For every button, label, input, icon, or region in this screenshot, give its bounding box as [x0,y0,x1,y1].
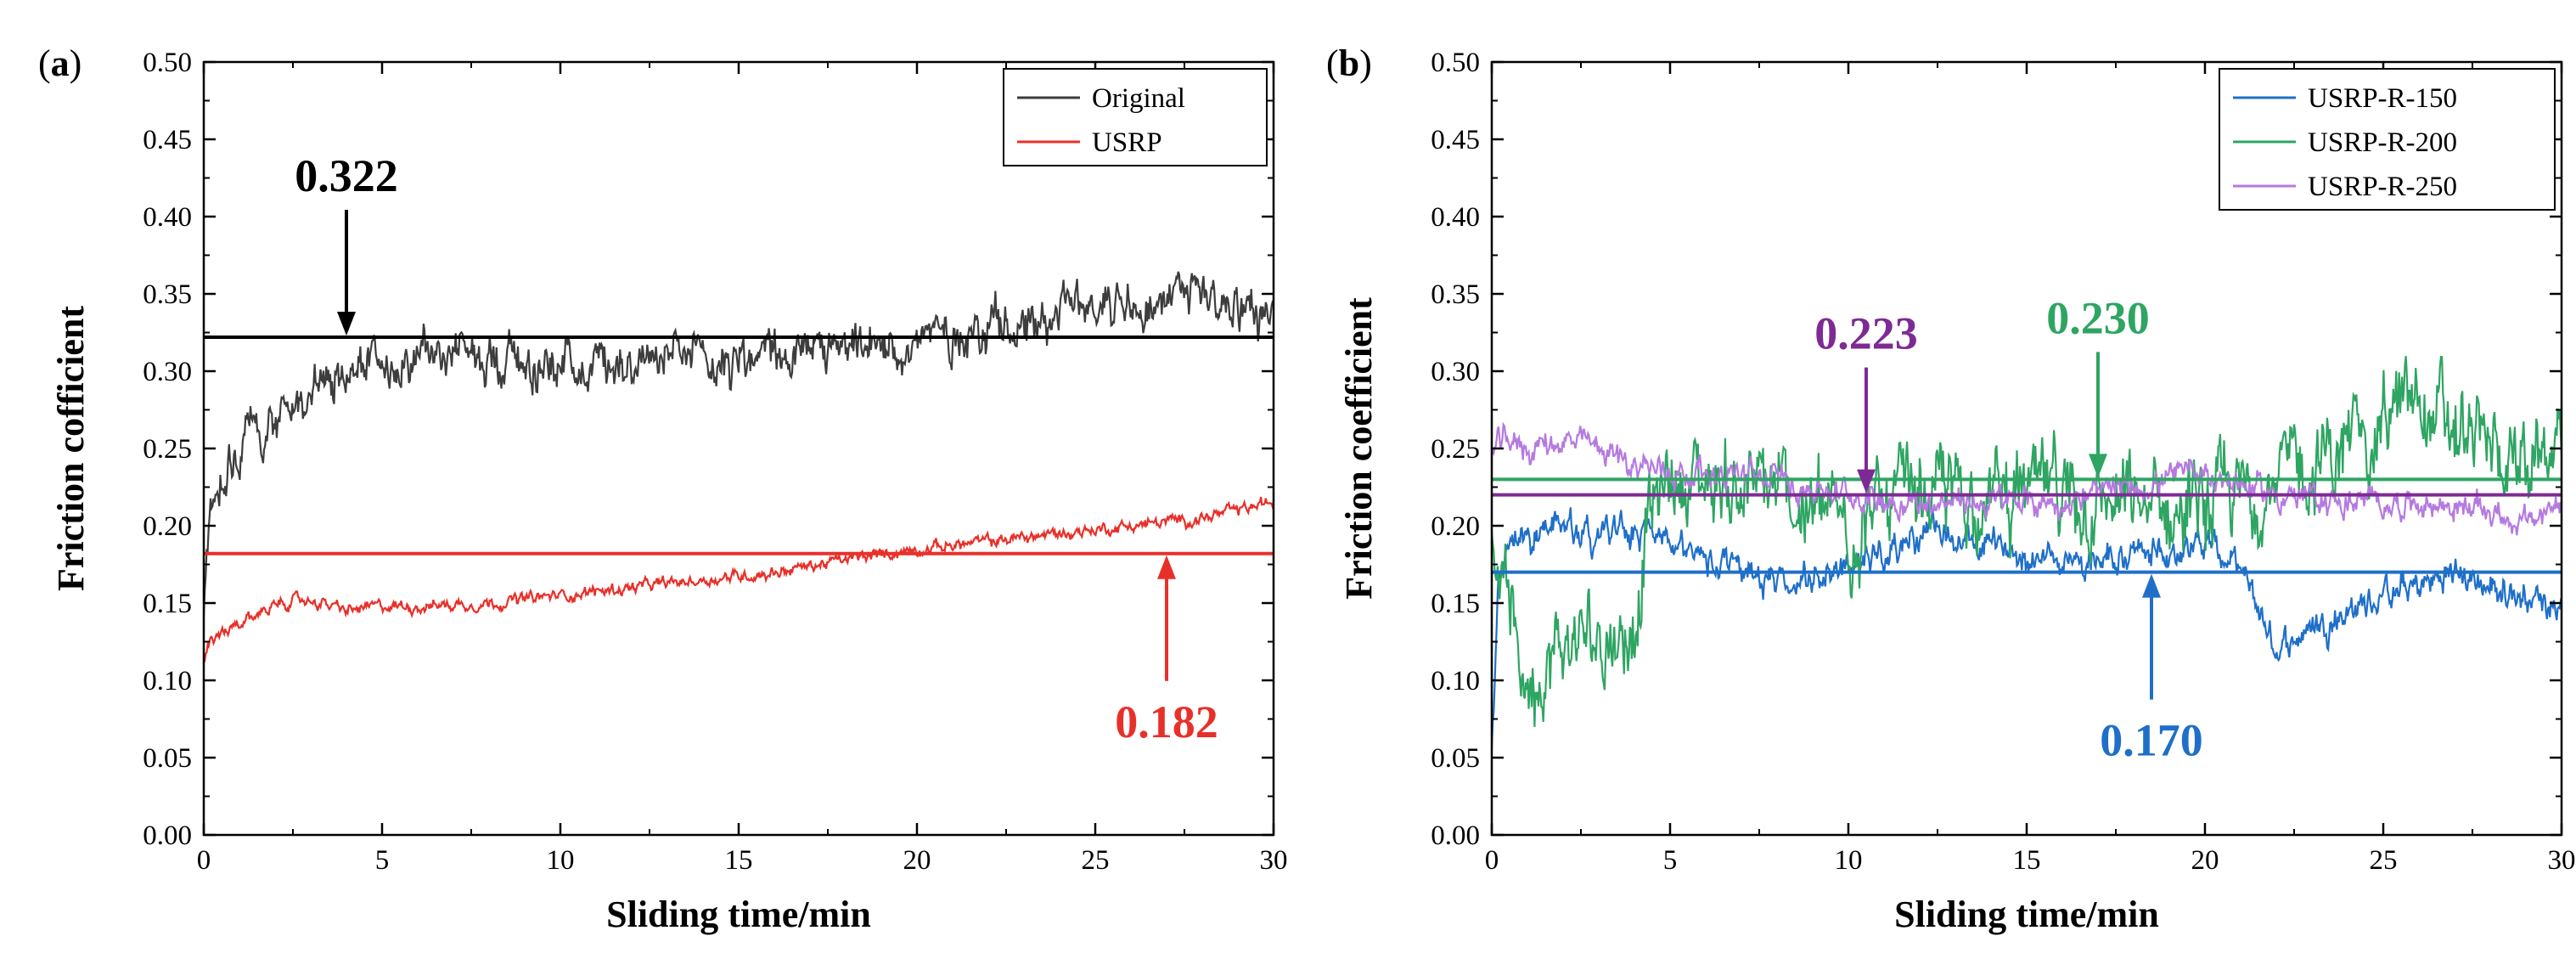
panel-a: 0.00 0.05 0.10 0.15 0.20 0.25 0.30 0.35 0.40 0.45… [38,42,1288,935]
legend-box [1003,68,1268,166]
panel-label-paren-open: ( [1326,42,1339,84]
y-tick-label: 0.15 [143,589,192,619]
panel-label: (b) [1326,42,1372,84]
x-tick-label: 30 [2548,845,2576,876]
annotation-label: 0.170 [2100,715,2203,766]
panel-label: (a) [38,42,82,84]
x-tick-label: 30 [1260,845,1288,876]
x-tick-label: 10 [1835,845,1863,876]
series-line-original [204,271,1274,617]
legend-label: USRP-R-200 [2308,127,2457,158]
annotation-arrow-head [1857,469,1876,493]
y-tick-label: 0.15 [1431,589,1480,619]
x-tick-label: 25 [2370,845,2398,876]
legend: Original USRP [1003,68,1268,166]
panel-label-letter: a [51,42,70,84]
panel-label-paren-close: ) [70,42,82,84]
y-tick-label: 0.25 [143,434,192,465]
legend-label: USRP-R-150 [2308,83,2457,114]
x-tick-label: 20 [2191,845,2219,876]
x-tick-label: 5 [375,845,390,876]
y-tick-label: 0.40 [143,202,192,233]
x-tick-label: 10 [547,845,575,876]
annotation-label: 0.223 [1814,308,1918,359]
annotation-label: 0.230 [2046,292,2150,343]
y-tick-label: 0.45 [1431,125,1480,155]
y-tick-label: 0.20 [1431,511,1480,542]
y-tick-label: 0.20 [143,511,192,542]
y-axis-label: Friction coefficient [1338,297,1380,600]
panel-label-letter: b [1339,42,1359,84]
y-tick-label: 0.45 [143,125,192,155]
x-tick-label: 0 [1485,845,1499,876]
y-tick-label: 0.35 [1431,279,1480,310]
y-tick-label: 0.40 [1431,202,1480,233]
y-tick-label: 0.00 [1431,820,1480,851]
annotation-arrow-head [337,311,356,336]
x-tick-label: 0 [197,845,211,876]
x-tick-label: 20 [903,845,931,876]
y-tick-label: 0.35 [143,279,192,310]
legend-label: USRP-R-250 [2308,172,2457,202]
y-tick-label: 0.05 [143,743,192,774]
x-tick-label: 15 [725,845,753,876]
x-axis-label: Sliding time/min [1894,894,2159,935]
y-tick-label: 0.50 [143,48,192,78]
x-tick-label: 25 [1082,845,1110,876]
y-tick-label: 0.50 [1431,48,1480,78]
legend-label: Original [1092,83,1185,114]
x-tick-label: 15 [2013,845,2041,876]
y-tick-label: 0.10 [143,666,192,696]
legend-label: USRP [1092,127,1162,158]
annotation-label: 0.322 [295,150,398,201]
series-line-usrp [204,496,1274,663]
panel-b: 0.00 0.05 0.10 0.15 0.20 0.25 0.30 0.35 0.40 0.45… [1326,42,2576,935]
y-tick-label: 0.30 [1431,357,1480,387]
panel-label-paren-close: ) [1359,42,1372,84]
x-tick-label: 5 [1663,845,1678,876]
x-axis-label: Sliding time/min [606,894,871,935]
annotation-arrow-head [2089,454,2107,478]
series-line-usrp-r-150 [1492,507,2562,747]
panel-label-paren-open: ( [38,42,51,84]
annotation-label: 0.182 [1115,696,1218,747]
y-tick-label: 0.25 [1431,434,1480,465]
y-tick-label: 0.05 [1431,743,1480,774]
annotation-arrow-head [1157,555,1176,579]
annotation-arrow-head [2142,573,2161,598]
y-axis-label: Friction cofficient [50,306,92,591]
y-tick-label: 0.00 [143,820,192,851]
y-tick-label: 0.30 [143,357,192,387]
series-line-usrp-r-200 [1492,355,2562,727]
y-tick-label: 0.10 [1431,666,1480,696]
legend: USRP-R-150 USRP-R-200 USRP-R-250 [2219,68,2556,211]
